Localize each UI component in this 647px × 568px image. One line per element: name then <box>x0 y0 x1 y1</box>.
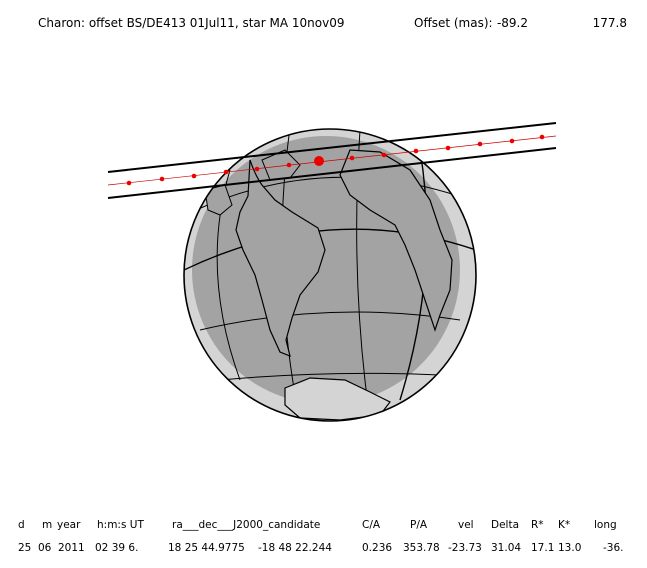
column-header: long <box>594 519 617 531</box>
cell: 31.04 <box>491 542 521 554</box>
column-header: ra___dec___J2000_candidate <box>172 519 320 531</box>
column-header: year <box>57 519 81 531</box>
offset-x: -89.2 <box>497 16 528 30</box>
globe <box>183 128 477 422</box>
column-header: K* <box>558 519 570 531</box>
cell: 0.236 <box>362 542 392 554</box>
cell: -36. <box>603 542 624 554</box>
cell: -18 48 22.244 <box>258 542 332 554</box>
title: Charon: offset BS/DE413 01Jul11, star MA… <box>38 16 344 30</box>
cell: 06 <box>38 542 52 554</box>
column-header: R* <box>531 519 544 531</box>
column-header: m <box>42 519 52 531</box>
column-header: P/A <box>410 519 428 531</box>
event-table: d m year h:m:s UT ra___dec___J2000_candidate… <box>18 519 624 554</box>
cell: 02 39 6. <box>95 542 138 554</box>
offset-y: 177.8 <box>593 16 627 30</box>
cell: 2011 <box>58 542 85 554</box>
column-header: vel <box>458 519 474 531</box>
cell: 25 <box>18 542 31 554</box>
cell: 17.1 <box>531 542 554 554</box>
cell: 18 25 44.9775 <box>168 542 245 554</box>
shadow-path <box>107 122 557 199</box>
cell: 13.0 <box>558 542 581 554</box>
cell: -23.73 <box>448 542 482 554</box>
cell: 353.78 <box>403 542 440 554</box>
column-header: d <box>18 519 25 531</box>
column-header: C/A <box>362 519 381 531</box>
offset-label: Offset (mas): <box>414 16 493 30</box>
column-header: Delta <box>491 519 519 531</box>
column-header: h:m:s UT <box>97 519 144 531</box>
